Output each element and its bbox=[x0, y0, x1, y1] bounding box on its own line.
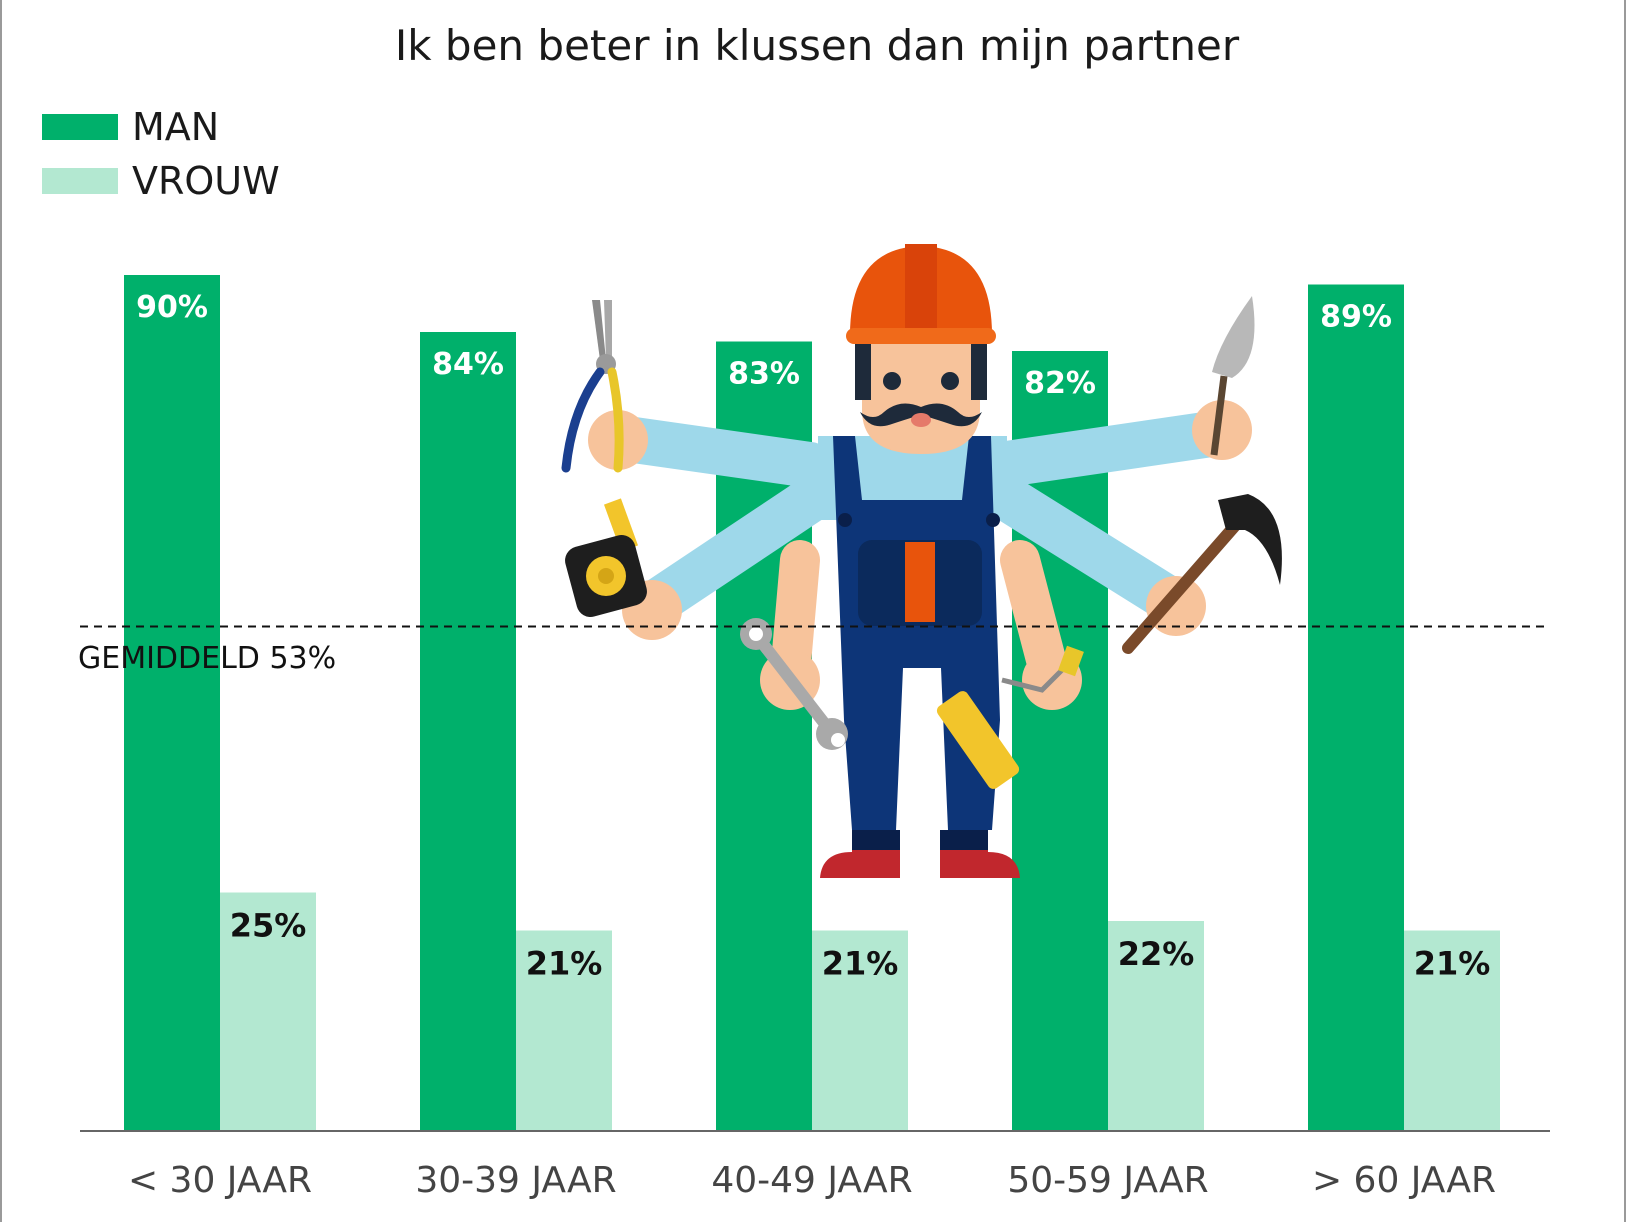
wrench-icon bbox=[740, 618, 848, 750]
pliers-icon bbox=[561, 300, 624, 473]
x-tick-label-1: 30-39 JAAR bbox=[415, 1160, 616, 1201]
legend-swatch-vrouw bbox=[42, 168, 118, 194]
data-label-vrouw-2: 21% bbox=[822, 945, 899, 983]
bar-man-1 bbox=[420, 332, 516, 1130]
chart-title: Ik ben beter in klussen dan mijn partner bbox=[395, 21, 1240, 70]
x-tick-label-0: < 30 JAAR bbox=[128, 1160, 312, 1201]
hard-hat-brim bbox=[846, 328, 996, 344]
legend: MAN VROUW bbox=[42, 105, 280, 203]
data-label-vrouw-1: 21% bbox=[526, 945, 603, 983]
data-label-man-1: 84% bbox=[432, 347, 504, 382]
data-label-vrouw-4: 21% bbox=[1414, 945, 1491, 983]
bar-vrouw-1 bbox=[516, 930, 612, 1130]
bar-vrouw-3 bbox=[1108, 921, 1204, 1130]
face bbox=[862, 330, 980, 454]
bar-vrouw-0 bbox=[220, 892, 316, 1130]
legend-label-vrouw: VROUW bbox=[132, 159, 280, 203]
shirt bbox=[818, 436, 1007, 520]
data-label-vrouw-3: 22% bbox=[1118, 935, 1195, 973]
hair-left bbox=[855, 340, 871, 400]
legend-swatch-man bbox=[42, 114, 118, 140]
data-label-man-4: 89% bbox=[1320, 300, 1392, 335]
overall-pocket-tab bbox=[905, 542, 935, 622]
data-label-man-3: 82% bbox=[1024, 366, 1096, 401]
tape-measure-icon bbox=[565, 498, 647, 617]
handyman-illustration bbox=[561, 244, 1282, 878]
bar-vrouw-4 bbox=[1404, 930, 1500, 1130]
trowel-icon bbox=[1210, 296, 1255, 456]
bar-man-4 bbox=[1308, 284, 1404, 1130]
average-label: GEMIDDELD 53% bbox=[78, 641, 336, 676]
x-tick-label-4: > 60 JAAR bbox=[1312, 1160, 1496, 1201]
data-label-man-0: 90% bbox=[136, 290, 208, 325]
data-label-vrouw-0: 25% bbox=[230, 907, 307, 945]
x-tick-label-3: 50-59 JAAR bbox=[1007, 1160, 1208, 1201]
bar-vrouw-2 bbox=[812, 930, 908, 1130]
hair-right bbox=[971, 340, 987, 400]
x-tick-label-2: 40-49 JAAR bbox=[711, 1160, 912, 1201]
bar-man-0 bbox=[124, 275, 220, 1130]
x-tick-labels: < 30 JAAR 30-39 JAAR 40-49 JAAR 50-59 JAAR >… bbox=[128, 1160, 1496, 1201]
legend-label-man: MAN bbox=[132, 105, 219, 149]
data-label-man-2: 83% bbox=[728, 357, 800, 392]
paint-roller-icon bbox=[936, 645, 1084, 789]
bar-labels-group: 90% 25% 84% 21% 83% 21% 82% 22% 89% 21% bbox=[136, 290, 1490, 983]
